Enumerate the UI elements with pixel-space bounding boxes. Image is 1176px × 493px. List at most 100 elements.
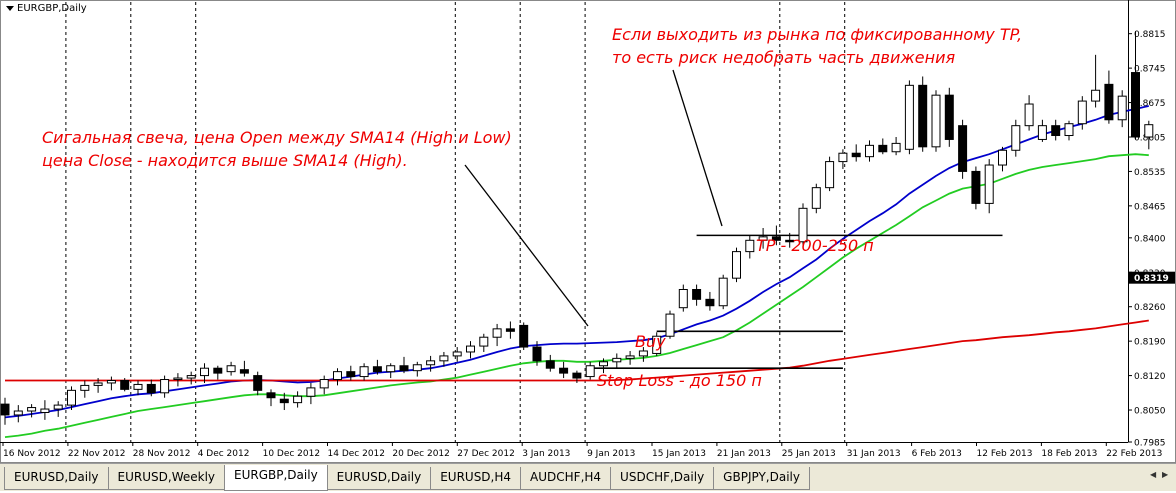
tab-usdchf-daily[interactable]: USDCHF,Daily	[610, 467, 715, 490]
candle	[771, 225, 781, 246]
candle-body-bull	[80, 384, 90, 391]
candle-body-bull	[718, 277, 728, 307]
candle-body-bull	[665, 313, 675, 337]
candle-body-bear	[1131, 72, 1140, 138]
candle-body-bear	[971, 170, 981, 204]
signal-pointer-line	[464, 164, 589, 327]
tab-scroll-left-icon[interactable]: ◀	[1150, 470, 1157, 479]
time-tick-label: 27 Dec 2012	[457, 449, 515, 459]
candle	[705, 291, 715, 311]
candle	[585, 361, 595, 380]
candle-body-bull	[319, 379, 329, 389]
candle-body-bull	[865, 144, 874, 158]
price-tick-label: 0.8190	[1134, 338, 1166, 348]
price-chart[interactable]: 0.8815 0.8745 0.8675 0.8605 0.8535 0.8465 0.84…	[0, 0, 1176, 463]
candle	[519, 322, 529, 351]
candle	[133, 380, 143, 396]
candle-body-bull	[412, 364, 422, 372]
time-tick-label: 28 Nov 2012	[133, 449, 191, 459]
candle-body-bear	[918, 84, 928, 148]
candle-body-bear	[372, 366, 382, 373]
tab-eurgbp-daily[interactable]: EURGBP,Daily	[224, 465, 328, 491]
candle-body-bear	[505, 328, 515, 332]
ma-line-2	[4, 153, 1149, 438]
candle	[1091, 54, 1101, 108]
price-tick-label: 0.8400	[1134, 234, 1166, 244]
candle	[612, 353, 622, 369]
candle	[386, 363, 396, 379]
candle-body-bear	[771, 236, 781, 241]
candle-body-bull	[40, 408, 50, 413]
candle	[865, 140, 874, 162]
tab-scroll-right-icon[interactable]: ▶	[1162, 470, 1169, 479]
candle-body-bull	[638, 350, 648, 357]
candle	[27, 404, 37, 418]
candle-body-bull	[200, 367, 209, 377]
annotation-tp-note-line1: Если выходить из рынка по фиксированному…	[612, 25, 1022, 44]
candle-body-bull	[27, 407, 37, 412]
candle	[146, 379, 156, 397]
candle	[106, 376, 116, 391]
candle	[1117, 90, 1127, 128]
candle-body-bull	[53, 404, 63, 410]
time-tick-label: 4 Dec 2012	[198, 449, 250, 459]
tab-eurusd-weekly[interactable]: EURUSD,Weekly	[107, 467, 226, 490]
candle-body-bull	[306, 387, 316, 397]
candle	[798, 203, 808, 246]
time-tick-label: 22 Nov 2012	[68, 449, 126, 459]
chart-frame	[0, 0, 1176, 463]
candle-body-bull	[106, 380, 116, 384]
candle-body-bear	[559, 367, 569, 374]
tab-eurusd-daily[interactable]: EURUSD,Daily	[326, 467, 432, 490]
candle	[625, 350, 635, 365]
candle-body-bull	[1011, 125, 1021, 151]
candle-body-bear	[572, 372, 582, 379]
tab-audchf-h4[interactable]: AUDCHF,H4	[520, 467, 612, 490]
candle	[239, 360, 249, 377]
candle	[53, 401, 63, 417]
candle-body-bull	[160, 379, 170, 394]
candle-body-bull	[798, 207, 808, 243]
tab-eurusd-daily[interactable]: EURUSD,Daily	[4, 467, 109, 490]
candle	[346, 365, 356, 381]
candle	[439, 351, 449, 367]
candle	[93, 378, 103, 393]
candle-body-bear	[213, 367, 223, 374]
candle	[452, 347, 462, 362]
candle-body-bear	[146, 383, 156, 394]
candle	[785, 232, 795, 248]
candle	[1064, 120, 1074, 141]
candle	[466, 341, 475, 359]
candle	[851, 144, 861, 162]
time-tick-label: 15 Jan 2013	[652, 449, 706, 459]
candle	[665, 310, 675, 339]
chart-canvas: 0.8815 0.8745 0.8675 0.8605 0.8535 0.8465 0.84…	[0, 0, 1176, 463]
time-tick-label: 18 Feb 2013	[1041, 449, 1097, 459]
window-menu-icon[interactable]	[6, 5, 14, 11]
candle-body-bear	[785, 239, 795, 243]
candle	[944, 87, 954, 147]
candle-body-bull	[838, 152, 848, 163]
candle	[998, 146, 1007, 172]
candle-body-bull	[931, 94, 941, 148]
candle	[559, 361, 569, 379]
candle	[904, 80, 914, 155]
candle	[173, 373, 183, 387]
candle-body-bear	[545, 360, 555, 369]
candle-body-bull	[93, 382, 103, 386]
tab-gbpjpy-daily[interactable]: GBPJPY,Daily	[713, 467, 810, 490]
candle-body-bull	[293, 395, 303, 404]
price-tick-label: 0.8675	[1134, 99, 1166, 109]
price-tick-label: 0.8260	[1134, 303, 1166, 313]
candle	[399, 356, 409, 374]
tab-eurusd-h4[interactable]: EURUSD,H4	[430, 467, 522, 490]
price-tick-label: 0.8605	[1134, 133, 1166, 143]
candle-body-bull	[585, 365, 595, 378]
candle	[253, 371, 263, 396]
annotation-buy-label: Buy	[635, 332, 666, 351]
time-tick-label: 20 Dec 2012	[392, 449, 450, 459]
price-tick-label: 0.8050	[1134, 407, 1166, 417]
chart-title: EURGBP,Daily	[6, 3, 95, 14]
candle-body-bull	[811, 187, 821, 209]
time-tick-label: 21 Jan 2013	[717, 449, 771, 459]
